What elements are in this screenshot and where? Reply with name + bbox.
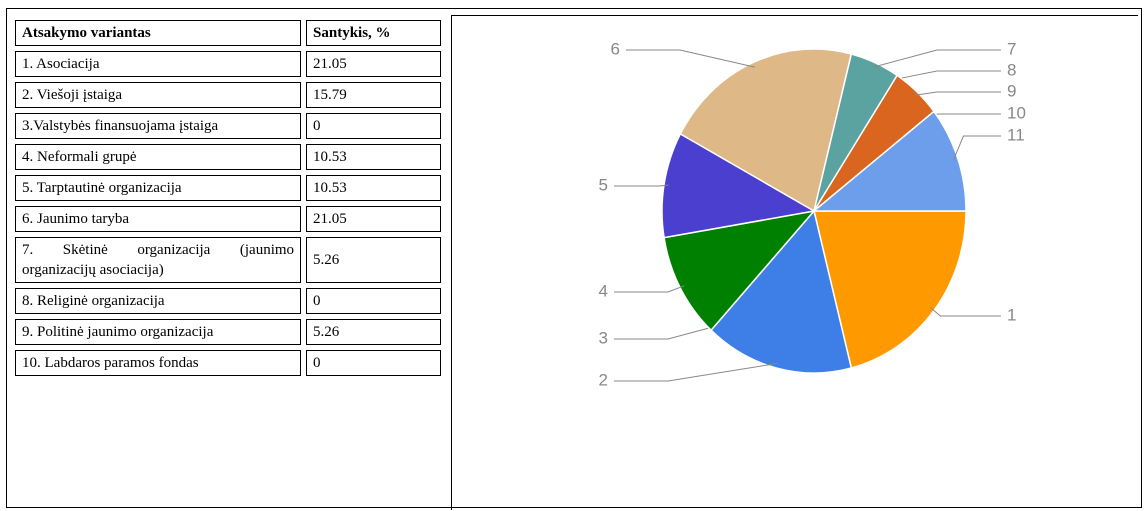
pie-chart: 1 2 3 4 5 6 7 8 9 10 11 [452,16,1138,506]
page-frame: Atsakymo variantas Santykis, % 1. Asocia… [6,8,1142,508]
option-cell: 10. Labdaros paramos fondas [15,350,301,376]
slice-label: 10 [1007,103,1026,122]
slice-label: 5 [599,175,608,194]
option-cell: 5. Tarptautinė organizacija [15,175,301,201]
slice-label: 2 [599,370,608,389]
slice-label: 8 [1007,60,1016,79]
slice-label: 3 [599,328,608,347]
percent-cell: 10.53 [306,175,441,201]
header-cell: Atsakymo variantas [15,20,301,46]
table-cell: Atsakymo variantas Santykis, % 1. Asocia… [10,15,446,381]
table-row: 7. Skėtinė organizacija (jaunimo organiz… [15,237,441,283]
data-table: Atsakymo variantas Santykis, % 1. Asocia… [10,15,446,381]
label-line [873,50,1001,67]
slice-label: 7 [1007,39,1016,58]
percent-cell: 0 [306,113,441,139]
label-line [614,286,684,292]
label-line [614,185,669,186]
percent-cell: 0 [306,288,441,314]
option-cell: 8. Religinė organizacija [15,288,301,314]
label-line [895,71,1001,79]
label-line [914,92,1001,95]
label-line [614,327,714,339]
label-line [626,50,755,67]
slice-label: 11 [1007,125,1025,144]
header-cell: Santykis, % [306,20,441,46]
label-line [953,136,1001,160]
option-cell: 3.Valstybės finansuojama įstaiga [15,113,301,139]
slice-label: 4 [599,281,608,300]
slice-label: 1 [1007,305,1016,324]
percent-cell: 15.79 [306,82,441,108]
slice-label: 9 [1007,81,1016,100]
option-cell: 2. Viešoji įstaiga [15,82,301,108]
percent-cell: 10.53 [306,144,441,170]
option-cell: 1. Asociacija [15,51,301,77]
percent-cell: 0 [306,350,441,376]
percent-cell: 21.05 [306,206,441,232]
option-cell: 7. Skėtinė organizacija (jaunimo organiz… [15,237,301,283]
header-row: Atsakymo variantas Santykis, % [15,20,441,46]
percent-cell: 5.26 [306,237,441,283]
percent-cell: 21.05 [306,51,441,77]
slice-label: 6 [611,39,620,58]
label-line [930,308,1001,316]
option-cell: 9. Politinė jaunimo organizacija [15,319,301,345]
label-line [614,363,778,381]
chart-cell: 1 2 3 4 5 6 7 8 9 10 11 [451,15,1138,510]
option-cell: 6. Jaunimo taryba [15,206,301,232]
option-cell: 4. Neformali grupė [15,144,301,170]
percent-cell: 5.26 [306,319,441,345]
